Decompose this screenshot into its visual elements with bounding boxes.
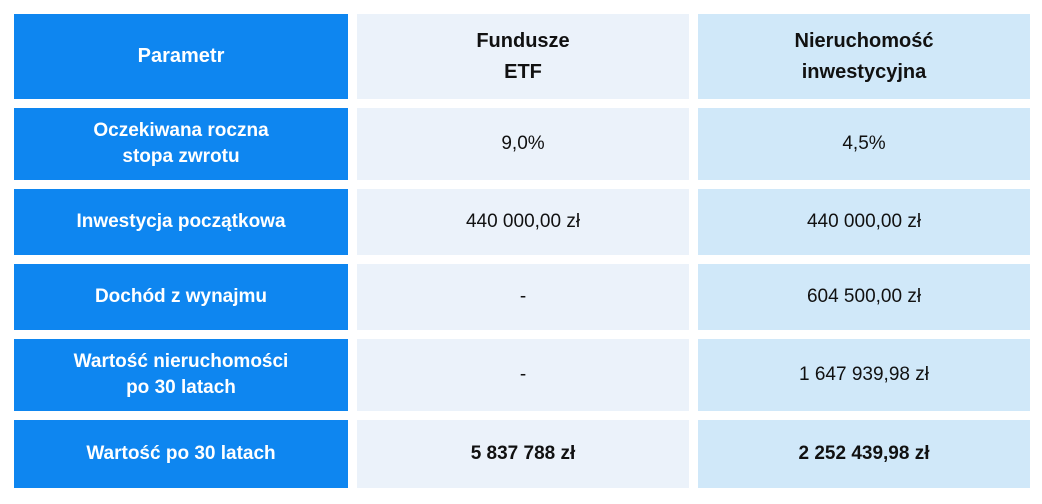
comparison-table: Parametr Fundusze ETF Nieruchomość inwes…: [14, 14, 1030, 488]
header-cell-fundusze-etf: Fundusze ETF: [357, 14, 689, 99]
row-label-dochod-z-wynajmu: Dochód z wynajmu: [14, 264, 348, 330]
property-value-wartosc-po-30-latach: 2 252 439,98 zł: [698, 420, 1030, 488]
etf-value-wartosc-nieruchomosci: -: [357, 339, 689, 411]
row-label-stopa-zwrotu: Oczekiwana roczna stopa zwrotu: [14, 108, 348, 180]
header-cell-parametr: Parametr: [14, 14, 348, 99]
row-label-wartosc-po-30-latach: Wartość po 30 latach: [14, 420, 348, 488]
etf-value-wartosc-po-30-latach: 5 837 788 zł: [357, 420, 689, 488]
property-value-wartosc-nieruchomosci: 1 647 939,98 zł: [698, 339, 1030, 411]
property-value-dochod-z-wynajmu: 604 500,00 zł: [698, 264, 1030, 330]
property-value-stopa-zwrotu: 4,5%: [698, 108, 1030, 180]
header-cell-nieruchomosc: Nieruchomość inwestycyjna: [698, 14, 1030, 99]
row-label-wartosc-nieruchomosci: Wartość nieruchomości po 30 latach: [14, 339, 348, 411]
property-value-inwestycja-poczatkowa: 440 000,00 zł: [698, 189, 1030, 255]
etf-value-stopa-zwrotu: 9,0%: [357, 108, 689, 180]
etf-value-dochod-z-wynajmu: -: [357, 264, 689, 330]
row-label-inwestycja-poczatkowa: Inwestycja początkowa: [14, 189, 348, 255]
etf-value-inwestycja-poczatkowa: 440 000,00 zł: [357, 189, 689, 255]
